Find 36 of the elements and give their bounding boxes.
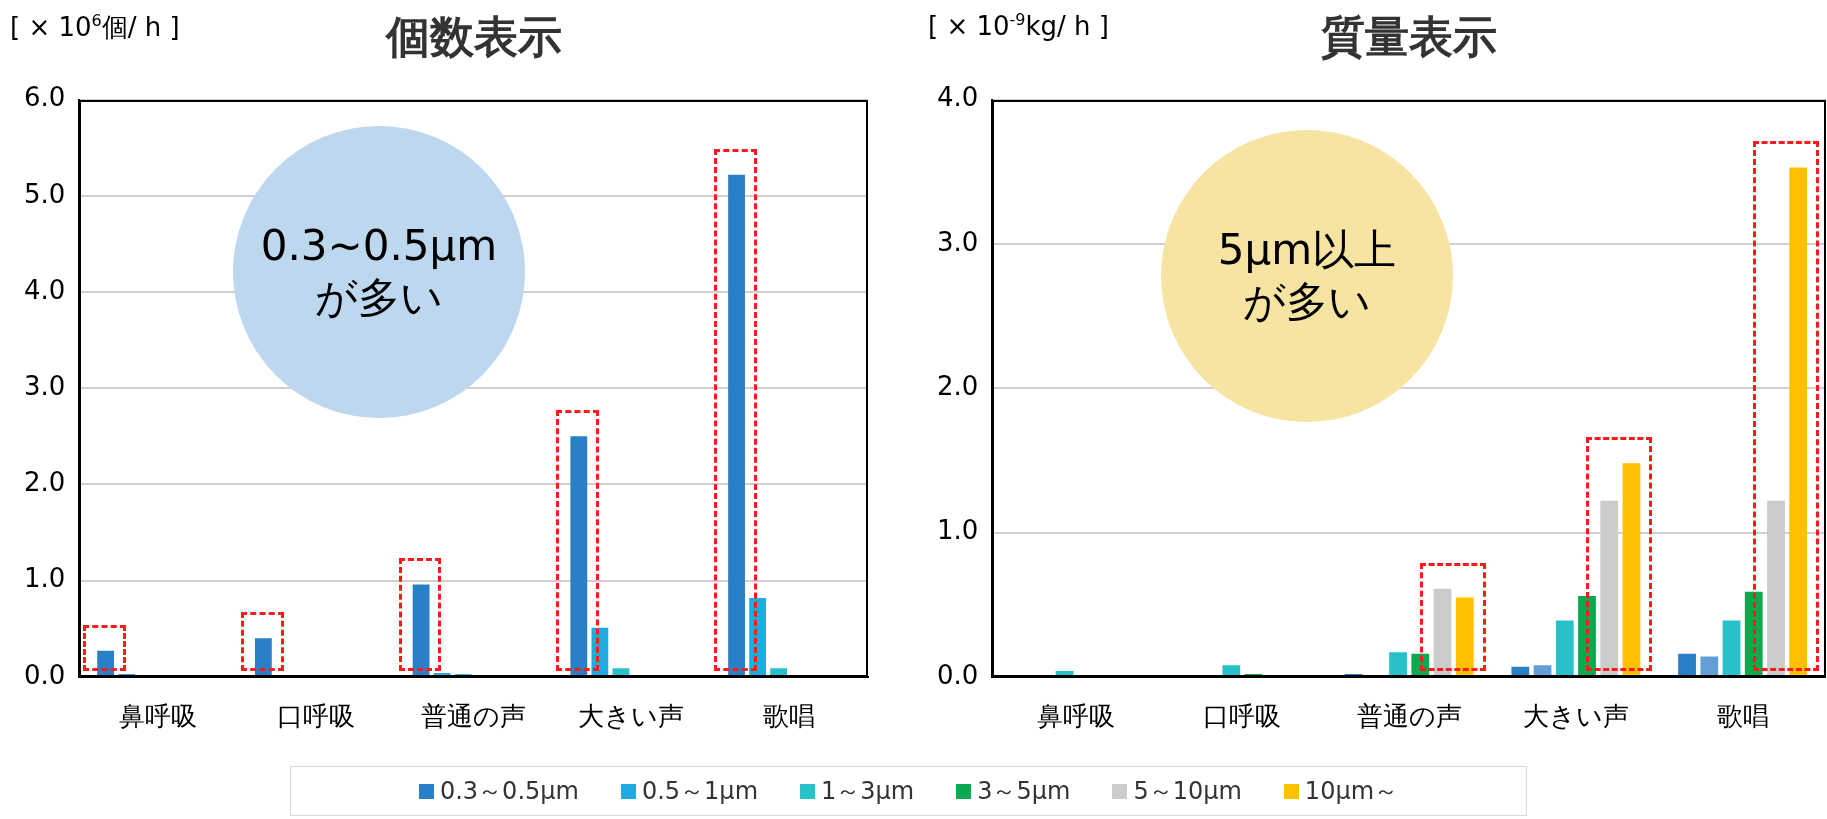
y-tick-label: 0.0 — [936, 659, 979, 690]
legend-label: 5～10μm — [1133, 776, 1242, 807]
circle: 0.3~0.5μm が多い — [233, 126, 525, 418]
y-tick-label: 5.0 — [23, 178, 66, 209]
x-tick-label: 鼻呼吸 — [1036, 701, 1115, 732]
legend-label: 10μm～ — [1304, 776, 1399, 807]
x-tick-label: 歌唱 — [1716, 701, 1769, 732]
legend-label: 0.3～0.5μm — [439, 776, 579, 807]
y-tick-label: 2.0 — [936, 370, 979, 401]
y-tick-label: 2.0 — [23, 467, 66, 498]
y-tick-label: 1.0 — [936, 515, 979, 546]
circle: 5μm以上が多い — [1161, 130, 1453, 422]
x-tick-label: 鼻呼吸 — [119, 701, 198, 732]
legend-label: 0.5～1μm — [641, 776, 759, 807]
y-axis-title: [ × 10$^{6}$個/ h ] — [10, 10, 180, 44]
y-tick-label: 1.0 — [23, 563, 66, 594]
legend-label: 3～5μm — [977, 776, 1071, 807]
y-tick-label: 3.0 — [936, 226, 979, 257]
chart-title: 個数表示 — [385, 10, 562, 64]
x-tick-label: 普通の声 — [421, 701, 527, 732]
y-tick-label: 3.0 — [23, 370, 66, 401]
y-axis-title: [ × 10$^{-9}$kg/ h ] — [928, 10, 1109, 41]
x-tick-label: 普通の声 — [1356, 701, 1462, 732]
x-tick-label: 大きい声 — [1522, 701, 1629, 732]
x-tick-label: 歌唱 — [763, 701, 816, 732]
y-tick-label: 6.0 — [23, 82, 66, 113]
x-tick-label: 口呼吸 — [276, 701, 355, 732]
annotation: 5μm以上が多い — [1216, 223, 1398, 328]
y-tick-label: 4.0 — [936, 82, 979, 113]
y-tick-label: 4.0 — [23, 274, 66, 305]
annotation: 0.3~0.5μm が多い — [259, 219, 499, 324]
y-tick-label: 0.0 — [23, 659, 66, 690]
chart-title: 質量表示 — [1321, 10, 1498, 64]
x-tick-label: 口呼吸 — [1203, 701, 1282, 732]
x-tick-label: 大きい声 — [578, 701, 685, 732]
legend-label: 1～3μm — [821, 776, 915, 807]
